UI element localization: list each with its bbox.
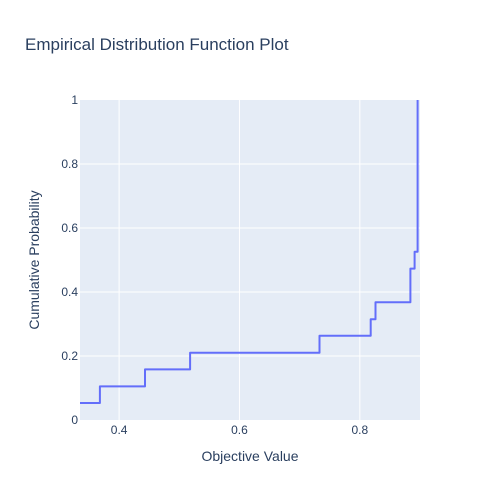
y-tick-label: 0.4 <box>61 285 78 299</box>
chart-title: Empirical Distribution Function Plot <box>25 35 289 54</box>
y-tick-label: 1 <box>71 93 78 107</box>
x-tick-label: 0.4 <box>111 423 128 437</box>
y-tick-label: 0.6 <box>61 221 78 235</box>
x-tick-label: 0.6 <box>231 423 248 437</box>
tick-labels: 0.4 0.6 0.8 0 0.2 0.4 0.6 0.8 1 <box>61 93 368 437</box>
y-tick-label: 0 <box>71 413 78 427</box>
series-layer <box>80 100 419 404</box>
y-axis-title: Cumulative Probability <box>26 190 42 329</box>
edf-step-line <box>80 100 419 404</box>
x-axis-title: Objective Value <box>201 448 298 464</box>
y-tick-label: 0.8 <box>61 157 78 171</box>
x-tick-label: 0.8 <box>351 423 368 437</box>
plot-area <box>80 100 420 420</box>
grid-lines <box>80 100 420 420</box>
y-tick-label: 0.2 <box>61 349 78 363</box>
